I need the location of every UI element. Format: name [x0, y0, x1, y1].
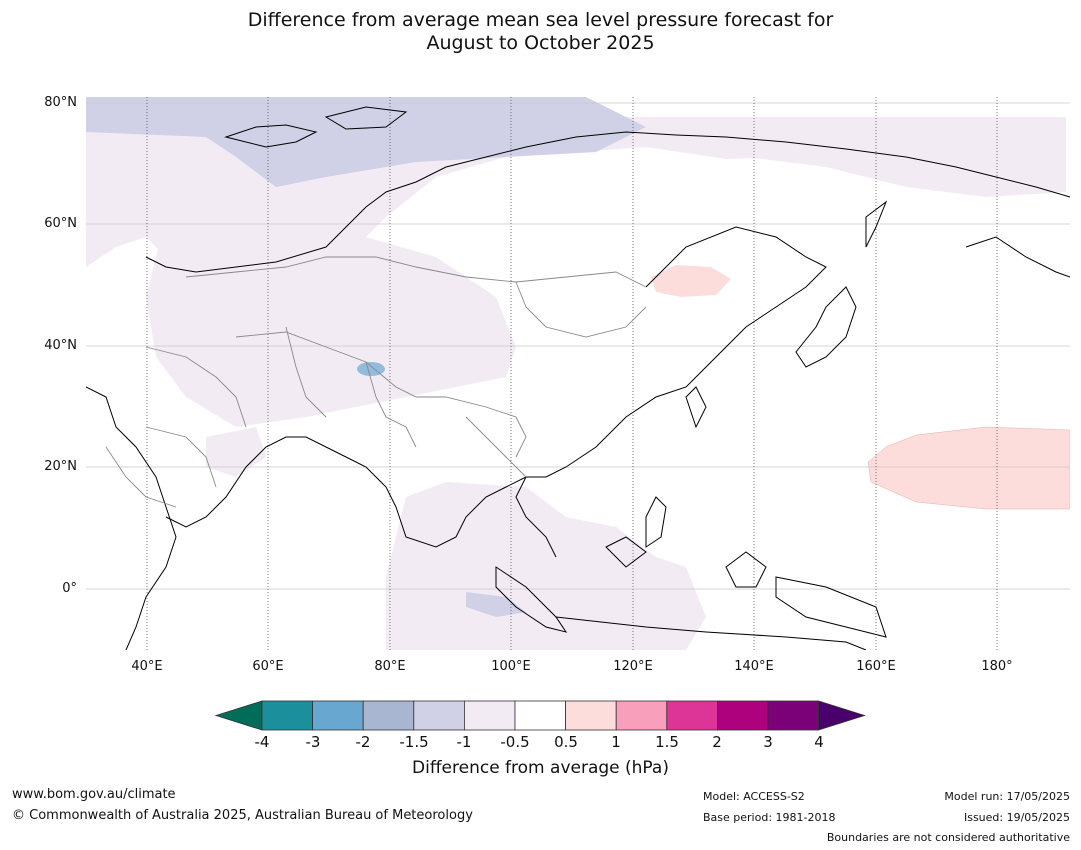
lat-label-40n: 40°N: [44, 338, 77, 353]
anomaly-weak-negative-indian-ocean: [386, 482, 706, 650]
lon-label-80e: 80°E: [374, 659, 406, 674]
colorbar-tick: 3: [763, 733, 773, 751]
lat-label-0: 0°: [62, 581, 77, 596]
anomaly-positive-western-pacific: [867, 426, 1070, 510]
colorbar-label: Difference from average (hPa): [412, 758, 669, 778]
issued-date: Issued: 19/05/2025: [963, 811, 1070, 824]
model-name: Model: ACCESS-S2: [703, 790, 805, 803]
anomaly-weak-negative-eastern-siberia: [646, 117, 1066, 197]
lat-label-60n: 60°N: [44, 216, 77, 231]
colorbar-segment: [514, 700, 566, 731]
anomaly-negative-barents-kara: [86, 97, 646, 187]
colorbar-segment: [463, 700, 516, 731]
anomaly-weak-negative-arabia: [206, 427, 266, 477]
lon-label-160e: 160°E: [856, 659, 896, 674]
colorbar-segment: [717, 700, 769, 731]
base-period: Base period: 1981-2018: [703, 811, 836, 824]
colorbar-segment: [666, 700, 718, 731]
title-line-2: August to October 2025: [426, 32, 655, 54]
colorbar-tick: 4: [814, 733, 824, 751]
colorbar-segment: [413, 700, 465, 731]
lat-label-20n: 20°N: [44, 459, 77, 474]
colorbar-segment: [767, 700, 819, 731]
colorbar-tick: -2: [355, 733, 371, 751]
lat-label-80n: 80°N: [44, 95, 77, 110]
lon-label-120e: 120°E: [613, 659, 653, 674]
model-run-date: Model run: 17/05/2025: [944, 790, 1070, 803]
colorbar-tick: -1.5: [399, 733, 429, 751]
colorbar-extend-low: [214, 700, 263, 731]
boundaries-disclaimer: Boundaries are not considered authoritat…: [826, 831, 1070, 844]
colorbar-svg: [214, 700, 866, 731]
anomaly-weak-negative-central-asia: [146, 207, 516, 427]
colorbar-tick: -1: [456, 733, 472, 751]
colorbar: [0, 698, 1081, 758]
latitude-gridlines: [86, 102, 1070, 590]
colorbar-tick: 1.5: [655, 733, 679, 751]
lon-label-180: 180°: [981, 659, 1013, 674]
colorbar-tick: -0.5: [500, 733, 530, 751]
country-borders: [105, 256, 647, 508]
colorbar-segment: [565, 700, 617, 731]
colorbar-tick: 0.5: [554, 733, 578, 751]
longitude-gridlines: [146, 97, 998, 650]
website-link[interactable]: www.bom.gov.au/climate: [12, 787, 176, 802]
lon-label-140e: 140°E: [734, 659, 774, 674]
colorbar-segment: [615, 700, 668, 731]
title-line-1: Difference from average mean sea level p…: [247, 9, 834, 31]
map-title: Difference from average mean sea level p…: [0, 9, 1081, 55]
colorbar-segment: [312, 700, 364, 731]
map-svg: [86, 97, 1070, 650]
lon-label-100e: 100°E: [491, 659, 531, 674]
colorbar-extend-high: [818, 700, 866, 731]
anomaly-positive-mongolia: [651, 265, 731, 297]
colorbar-tick: -4: [254, 733, 270, 751]
colorbar-tick: -3: [305, 733, 321, 751]
coastlines: [86, 106, 1070, 650]
colorbar-segment: [362, 700, 415, 731]
lon-label-40e: 40°E: [131, 659, 163, 674]
colorbar-tick: 2: [712, 733, 722, 751]
colorbar-segment: [261, 700, 313, 731]
copyright-text: © Commonwealth of Australia 2025, Austra…: [12, 808, 473, 823]
lon-label-60e: 60°E: [252, 659, 284, 674]
map-panel: [86, 97, 1070, 650]
colorbar-tick: 1: [611, 733, 621, 751]
